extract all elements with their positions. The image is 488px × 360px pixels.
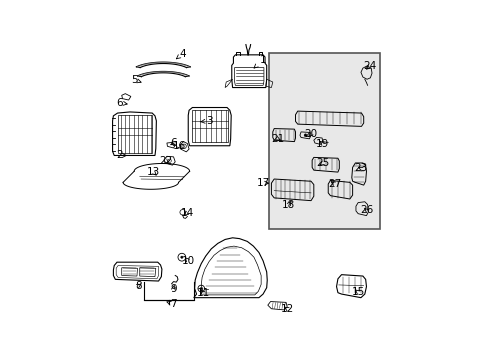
Text: 7: 7	[166, 299, 177, 309]
Text: 4: 4	[176, 49, 185, 59]
FancyBboxPatch shape	[268, 53, 379, 229]
Text: 17: 17	[257, 178, 270, 188]
Text: 6: 6	[170, 138, 177, 148]
Text: 12: 12	[280, 304, 293, 314]
Text: 5: 5	[131, 75, 141, 85]
Text: 25: 25	[316, 158, 329, 168]
Text: 9: 9	[170, 284, 177, 293]
Text: 8: 8	[135, 281, 142, 291]
Text: 24: 24	[363, 61, 376, 71]
Text: 22: 22	[159, 156, 172, 166]
Text: 1: 1	[254, 55, 266, 68]
Text: 15: 15	[351, 287, 364, 297]
Text: 10: 10	[182, 256, 194, 266]
Text: 27: 27	[328, 179, 341, 189]
Text: 21: 21	[271, 134, 284, 144]
Text: 16: 16	[172, 141, 185, 151]
Text: 3: 3	[200, 116, 212, 126]
Text: 14: 14	[181, 208, 194, 218]
Circle shape	[200, 287, 202, 290]
Text: 26: 26	[359, 205, 372, 215]
Text: 11: 11	[197, 288, 210, 298]
Text: 18: 18	[282, 199, 295, 210]
Text: 19: 19	[315, 139, 328, 149]
Circle shape	[181, 256, 183, 258]
Text: 2: 2	[116, 150, 126, 161]
Text: 13: 13	[146, 167, 160, 177]
Text: 6: 6	[116, 98, 127, 108]
Circle shape	[304, 134, 306, 136]
Text: 20: 20	[304, 129, 317, 139]
Text: 23: 23	[354, 163, 367, 174]
